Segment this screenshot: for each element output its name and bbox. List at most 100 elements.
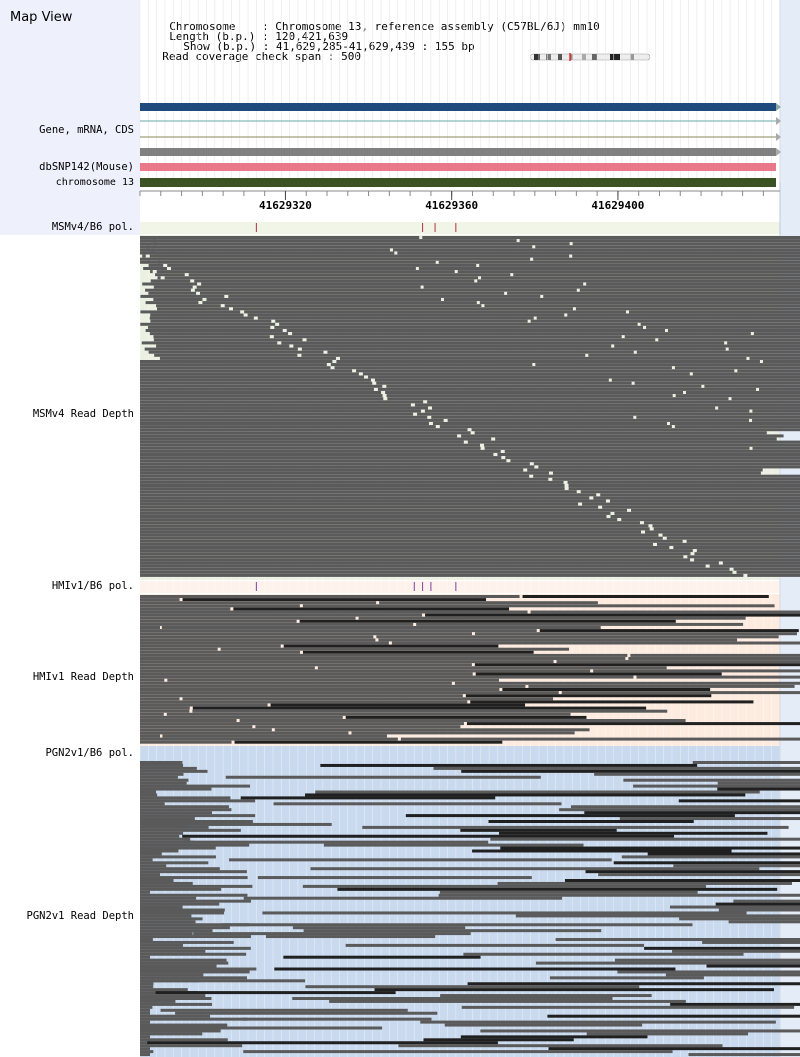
msm-read — [533, 462, 800, 466]
msm-read — [150, 313, 244, 317]
msm-read — [731, 397, 800, 401]
hmi-read — [302, 604, 775, 608]
pgn-read — [140, 1002, 212, 1006]
hmi-read — [140, 644, 281, 648]
msm-read — [669, 422, 800, 425]
hmi-read — [140, 598, 180, 602]
msm-read — [685, 391, 800, 394]
hmi-read — [299, 619, 676, 623]
msm-read — [339, 356, 747, 360]
msm-read — [140, 474, 530, 478]
pgn-read — [499, 831, 768, 835]
pgn-read — [140, 887, 222, 891]
pgn-read — [140, 917, 203, 921]
hmi-read — [140, 700, 468, 704]
msm-read — [140, 465, 535, 469]
msm-read — [140, 422, 429, 425]
msm-read — [327, 350, 634, 354]
pgn-read — [444, 1023, 643, 1027]
pgn-read — [140, 778, 189, 782]
msm-read — [156, 304, 221, 308]
pgn-read — [305, 985, 640, 989]
msm-read — [140, 406, 429, 410]
pgn-read — [243, 896, 563, 900]
pgn-read — [140, 932, 193, 936]
pgn-read — [140, 1041, 151, 1045]
msm-read — [140, 366, 331, 370]
msm-read — [140, 527, 650, 531]
msm-read — [140, 248, 390, 252]
msm-read — [479, 263, 800, 267]
pgn-read — [500, 846, 800, 850]
pgn-read — [140, 784, 251, 788]
pgn-read — [323, 843, 584, 847]
pgn-read — [670, 905, 800, 909]
gene-track-label: Gene, mRNA, CDS — [39, 124, 134, 136]
hmi-read — [140, 622, 414, 626]
hmi-read — [182, 598, 487, 602]
pgn-read — [140, 881, 193, 885]
msm-read — [196, 285, 421, 289]
pgn-read — [305, 793, 746, 797]
msm-read — [140, 499, 606, 503]
msm-read — [202, 301, 477, 305]
hmi-read — [140, 669, 591, 673]
pgn-read — [182, 834, 675, 838]
msm-read — [733, 567, 800, 571]
msm-read — [140, 477, 549, 481]
msm-read — [154, 353, 298, 357]
pgn-read — [140, 772, 184, 776]
pgn-read — [548, 1047, 800, 1051]
pgn-read — [140, 811, 212, 815]
msm-read — [140, 418, 444, 422]
hmi-read — [234, 740, 503, 744]
msm-read — [467, 440, 800, 444]
pgn-read — [240, 796, 496, 800]
pgn-read — [169, 1026, 383, 1030]
msm-read — [140, 403, 411, 407]
pgn-read — [143, 822, 332, 826]
hmi-read — [530, 610, 800, 614]
msm-read — [140, 567, 730, 571]
pgn-read — [717, 781, 800, 785]
msm-read — [674, 425, 800, 429]
msm-read — [330, 363, 533, 367]
pgn-read — [140, 828, 241, 832]
pgn-read — [679, 917, 800, 921]
hmi-read — [317, 666, 667, 670]
chromosome-ideogram-icon[interactable] — [530, 53, 650, 61]
msm-read — [153, 298, 203, 301]
msm-read — [424, 409, 750, 413]
msm-read — [149, 254, 570, 258]
msm-read — [624, 335, 800, 339]
hmi-read — [140, 737, 398, 741]
pgn-read — [140, 775, 178, 779]
pgn-read — [460, 828, 617, 832]
msm-read — [201, 282, 584, 286]
msm-read — [582, 502, 800, 506]
hmi-read — [233, 607, 510, 611]
pgn-read — [463, 952, 744, 956]
msm-read — [602, 505, 800, 509]
pgn-read — [647, 852, 800, 856]
msm-read — [153, 338, 303, 342]
msm-read — [140, 511, 611, 515]
msm-read — [432, 406, 716, 410]
msm-read — [737, 369, 800, 373]
pgn-read — [140, 805, 229, 809]
pgn-read — [619, 817, 800, 821]
hmi-read — [220, 647, 570, 651]
msm-read — [386, 384, 702, 388]
msm-read — [696, 549, 800, 553]
msm-read — [148, 291, 197, 295]
hmi-read — [630, 653, 800, 657]
msm-read — [519, 239, 800, 243]
hmi-pol-background — [140, 581, 780, 593]
msm-read — [572, 254, 800, 258]
chromosome-info: Chromosome : Chromosome 13, reference as… — [169, 20, 600, 33]
pgn-read — [292, 926, 466, 930]
hmi-read — [475, 672, 722, 676]
msm-read — [593, 496, 800, 500]
msm-read — [140, 518, 618, 522]
